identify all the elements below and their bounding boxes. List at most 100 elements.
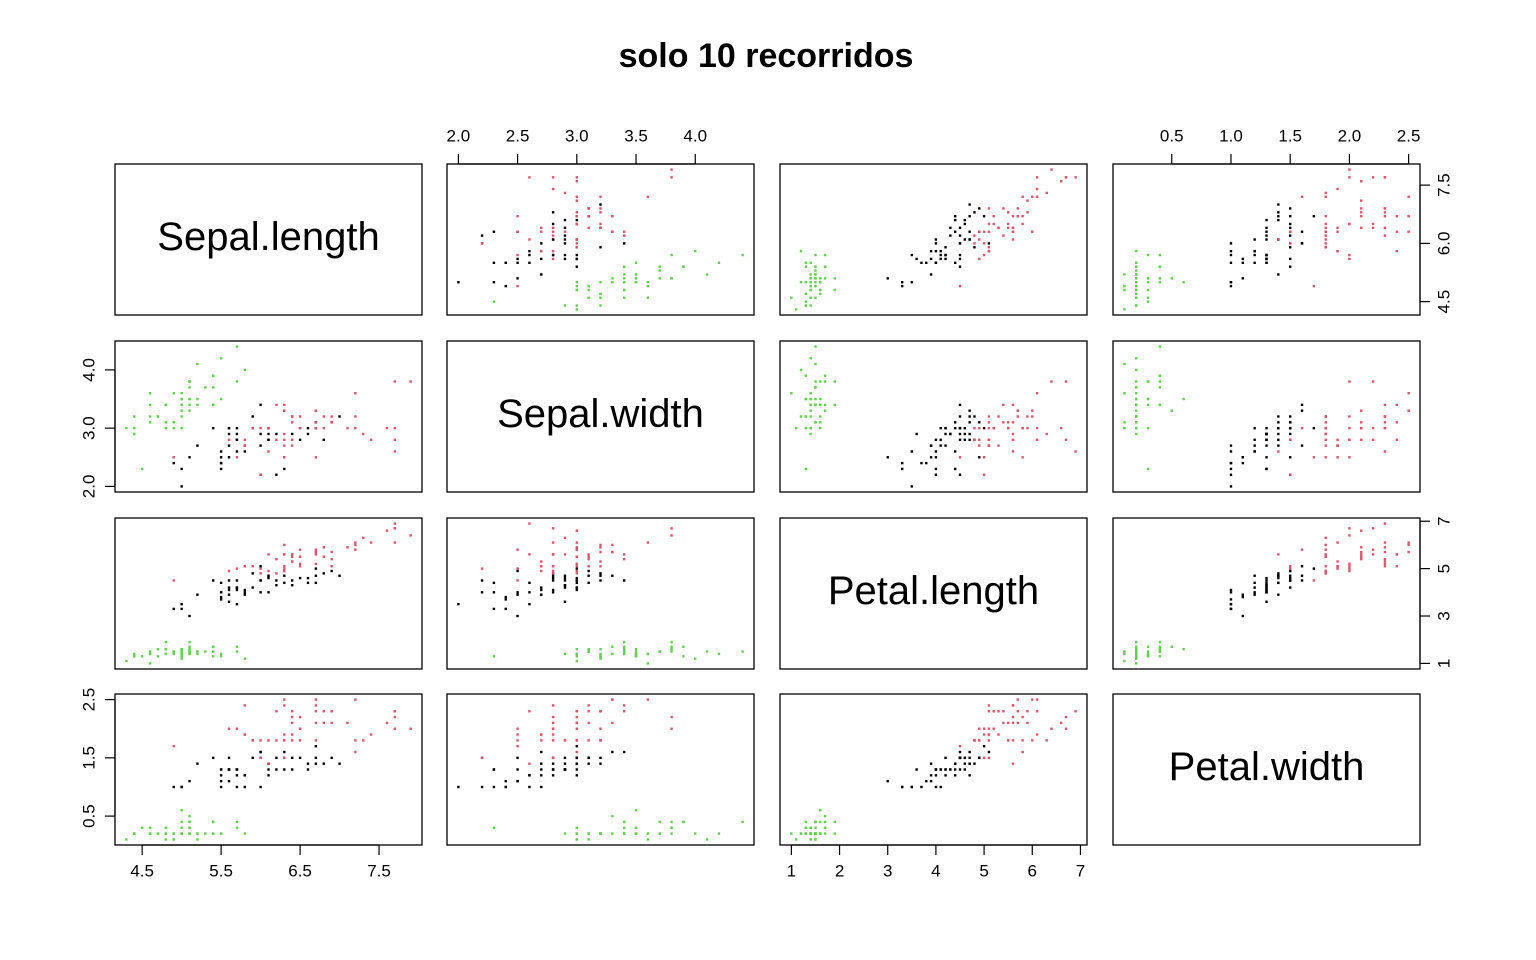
point: [148, 826, 152, 829]
point: [1277, 211, 1280, 214]
point: [1064, 176, 1068, 179]
point: [1016, 409, 1020, 412]
point: [1277, 581, 1280, 585]
point: [267, 450, 270, 453]
point: [563, 739, 567, 742]
chart-title: solo 10 recorridos: [619, 37, 914, 75]
point: [298, 548, 302, 551]
point: [188, 380, 191, 383]
point: [599, 543, 602, 547]
point: [1253, 253, 1256, 257]
point: [267, 426, 270, 430]
point: [968, 432, 971, 436]
point: [1158, 386, 1162, 389]
point: [1016, 415, 1020, 418]
point: [978, 438, 981, 442]
point: [212, 579, 215, 582]
point: [1395, 214, 1398, 218]
point: [267, 768, 270, 771]
panel-frame: [446, 163, 755, 316]
point: [551, 721, 555, 725]
point: [267, 762, 270, 765]
point: [1253, 444, 1256, 447]
point: [809, 304, 812, 307]
point: [1006, 222, 1010, 226]
point: [125, 659, 128, 663]
point: [227, 586, 231, 589]
point: [1324, 415, 1327, 418]
point: [997, 733, 1000, 736]
point: [551, 774, 555, 777]
point: [670, 715, 673, 719]
point: [480, 756, 484, 760]
point: [330, 710, 333, 713]
point: [1241, 595, 1245, 599]
point: [575, 214, 579, 218]
point: [259, 739, 262, 742]
point: [622, 820, 626, 824]
point: [235, 727, 239, 730]
point: [622, 647, 626, 651]
point: [968, 774, 971, 777]
point: [172, 391, 175, 395]
point: [1135, 357, 1138, 360]
point: [634, 809, 638, 812]
point: [992, 727, 995, 730]
point: [1360, 426, 1363, 430]
point: [298, 739, 302, 742]
point: [611, 543, 614, 547]
point: [212, 655, 215, 658]
point: [682, 645, 685, 649]
point: [575, 588, 579, 592]
point: [219, 467, 223, 471]
point: [1229, 598, 1233, 601]
point: [575, 647, 579, 651]
point: [1074, 450, 1077, 453]
point: [1336, 438, 1339, 442]
point: [622, 750, 626, 754]
point: [551, 588, 555, 592]
point: [1348, 438, 1351, 442]
point: [516, 214, 519, 218]
point: [330, 557, 333, 561]
point: [1050, 727, 1053, 730]
point: [915, 432, 918, 436]
point: [1288, 214, 1292, 218]
point: [987, 438, 991, 442]
point: [1324, 230, 1327, 233]
point: [575, 762, 579, 765]
point: [306, 576, 310, 580]
point: [958, 432, 962, 436]
point: [670, 253, 673, 257]
point: [516, 733, 519, 736]
point: [929, 456, 933, 459]
tick-label: 2.0: [1338, 126, 1362, 145]
point: [1360, 555, 1363, 558]
point: [809, 415, 812, 418]
point: [1265, 238, 1268, 241]
point: [809, 284, 812, 288]
point: [259, 750, 262, 754]
point: [563, 536, 567, 540]
point: [1265, 261, 1268, 265]
point: [804, 820, 808, 824]
point: [227, 456, 231, 459]
point: [809, 261, 812, 265]
point: [1253, 249, 1256, 253]
point: [156, 647, 160, 651]
point: [670, 645, 673, 649]
point: [219, 357, 223, 360]
point: [457, 785, 460, 789]
point: [741, 253, 744, 257]
point: [1383, 176, 1387, 179]
point: [551, 222, 555, 226]
point: [814, 380, 817, 383]
point: [188, 614, 191, 618]
point: [634, 281, 638, 284]
point: [622, 652, 626, 656]
point: [1348, 222, 1351, 226]
point: [575, 242, 579, 245]
point: [1383, 550, 1387, 554]
point: [243, 450, 247, 453]
point: [949, 226, 952, 230]
